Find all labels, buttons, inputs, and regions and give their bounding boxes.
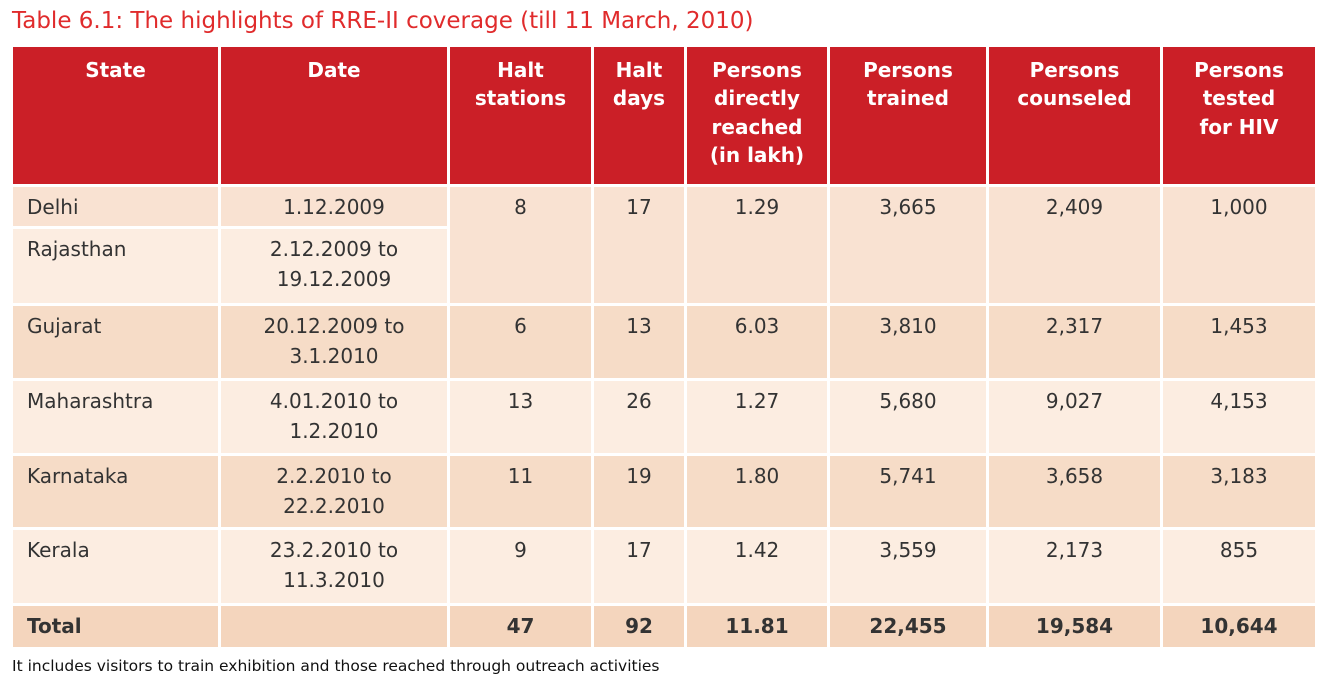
cell-persons-trained: 3,810	[827, 303, 989, 381]
cell-state: Kerala	[10, 527, 221, 606]
cell-halt-days: 17	[591, 527, 687, 606]
table-row-gujarat: Gujarat 20.12.2009 to 3.1.2010 6 13 6.03…	[10, 303, 1318, 381]
cell-date: 4.01.2010 to 1.2.2010	[218, 378, 450, 456]
cell-halt-stations: 11	[447, 453, 594, 530]
cell-date: 2.12.2009 to 19.12.2009	[218, 226, 450, 306]
cell-persons-tested: 3,183	[1160, 453, 1318, 530]
cell-persons-reached-total: 11.81	[684, 603, 830, 650]
cell-persons-trained: 5,680	[827, 378, 989, 456]
column-header-persons-reached: Persons directly reached (in lakh)	[684, 44, 830, 187]
column-header-halt-stations: Halt stations	[447, 44, 594, 187]
column-header-date: Date	[218, 44, 450, 187]
cell-persons-counseled: 2,317	[986, 303, 1163, 381]
column-header-halt-days: Halt days	[591, 44, 687, 187]
cell-date: 23.2.2010 to 11.3.2010	[218, 527, 450, 606]
cell-persons-tested: 855	[1160, 527, 1318, 606]
cell-state: Karnataka	[10, 453, 221, 530]
column-header-persons-trained: Persons trained	[827, 44, 989, 187]
cell-halt-stations: 13	[447, 378, 594, 456]
table-row-rajasthan: Rajasthan 2.12.2009 to 19.12.2009	[10, 226, 1317, 306]
cell-date-empty	[218, 603, 450, 650]
table-row-karnataka: Karnataka 2.2.2010 to 22.2.2010 11 19 1.…	[10, 453, 1318, 530]
cell-halt-days: 17	[591, 184, 687, 306]
cell-persons-counseled: 3,658	[986, 453, 1163, 530]
cell-persons-counseled: 2,173	[986, 527, 1163, 606]
cell-persons-trained: 3,559	[827, 527, 989, 606]
cell-halt-days-total: 92	[591, 603, 687, 650]
column-header-persons-tested: Persons tested for HIV	[1160, 44, 1318, 187]
table-header: State Date Halt stations Halt days Perso…	[10, 44, 1318, 187]
cell-total-label: Total	[10, 603, 221, 650]
cell-persons-tested: 1,000	[1160, 184, 1318, 306]
table-row-kerala: Kerala 23.2.2010 to 11.3.2010 9 17 1.42 …	[10, 527, 1318, 606]
cell-persons-reached: 1.42	[684, 527, 830, 606]
cell-persons-counseled-total: 19,584	[986, 603, 1163, 650]
cell-persons-trained-total: 22,455	[827, 603, 989, 650]
table-row-total: Total 47 92 11.81 22,455 19,584 10,644	[10, 603, 1318, 650]
cell-persons-tested: 1,453	[1160, 303, 1318, 381]
table-title: Table 6.1: The highlights of RRE-II cove…	[12, 8, 754, 34]
cell-persons-reached: 6.03	[684, 303, 830, 381]
coverage-table: State Date Halt stations Halt days Perso…	[10, 44, 1318, 650]
cell-halt-days: 19	[591, 453, 687, 530]
cell-halt-stations: 8	[447, 184, 594, 306]
cell-state: Rajasthan	[10, 226, 221, 306]
table-row-maharashtra: Maharashtra 4.01.2010 to 1.2.2010 13 26 …	[10, 378, 1318, 456]
cell-persons-trained: 3,665	[827, 184, 989, 306]
cell-persons-tested: 4,153	[1160, 378, 1318, 456]
cell-date: 20.12.2009 to 3.1.2010	[218, 303, 450, 381]
cell-persons-reached: 1.80	[684, 453, 830, 530]
cell-persons-counseled: 2,409	[986, 184, 1163, 306]
cell-date: 2.2.2010 to 22.2.2010	[218, 453, 450, 530]
cell-halt-stations-total: 47	[447, 603, 594, 650]
cell-halt-stations: 6	[447, 303, 594, 381]
header-row: State Date Halt stations Halt days Perso…	[10, 44, 1318, 187]
cell-persons-tested-total: 10,644	[1160, 603, 1318, 650]
cell-state: Delhi	[10, 184, 221, 229]
footnote: It includes visitors to train exhibition…	[12, 657, 660, 675]
cell-state: Maharashtra	[10, 378, 221, 456]
cell-state: Gujarat	[10, 303, 221, 381]
column-header-state: State	[10, 44, 221, 187]
cell-persons-counseled: 9,027	[986, 378, 1163, 456]
cell-persons-reached: 1.27	[684, 378, 830, 456]
cell-halt-stations: 9	[447, 527, 594, 606]
cell-date: 1.12.2009	[218, 184, 450, 229]
cell-persons-reached: 1.29	[684, 184, 830, 306]
cell-halt-days: 26	[591, 378, 687, 456]
table-body: Delhi 1.12.2009 8 17 1.29 3,665 2,409 1,…	[10, 184, 1318, 650]
cell-halt-days: 13	[591, 303, 687, 381]
table-row-delhi: Delhi 1.12.2009 8 17 1.29 3,665 2,409 1,…	[10, 184, 1318, 306]
cell-persons-trained: 5,741	[827, 453, 989, 530]
column-header-persons-counseled: Persons counseled	[986, 44, 1163, 187]
